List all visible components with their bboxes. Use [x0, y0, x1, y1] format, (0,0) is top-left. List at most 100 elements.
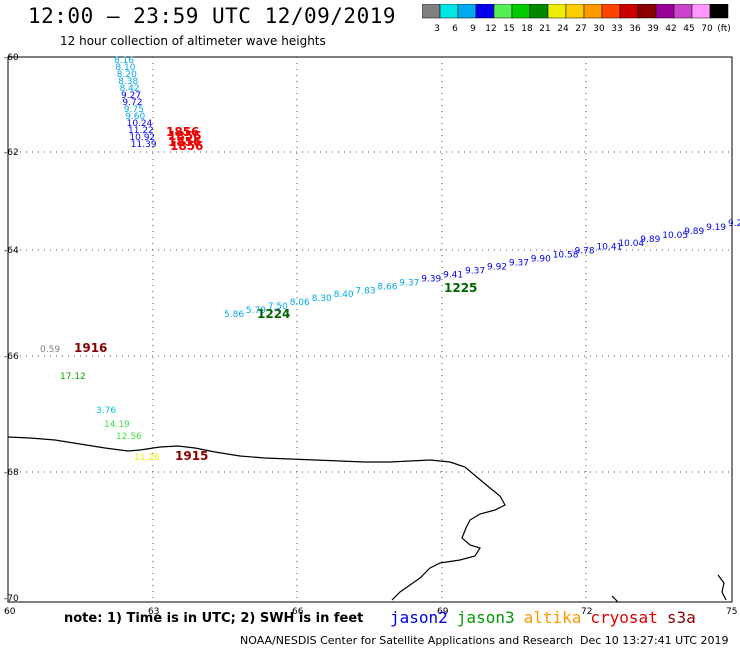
wave-height-value: 5.86 [224, 310, 244, 320]
colorbar-label: 33 [611, 24, 622, 34]
colorbar-label: 24 [557, 24, 569, 34]
credit-line: NOAA/NESDIS Center for Satellite Applica… [240, 634, 574, 647]
grid [8, 57, 732, 602]
colorbar-label: 21 [539, 24, 550, 34]
wave-value-14.19: 14.19 [104, 420, 130, 430]
wave-height-value: 9.27 [121, 91, 141, 101]
colorbar-label: 18 [521, 24, 533, 34]
colorbar-label: 12 [485, 24, 496, 34]
wave-height-value: 9.89 [640, 235, 660, 245]
colorbar-label: 27 [575, 24, 586, 34]
wave-height-value: 9.75 [124, 105, 144, 115]
wave-height-value: 10.58 [553, 251, 579, 261]
wave-height-value: 9.2 [728, 219, 740, 229]
lon-label-63: 63 [148, 607, 159, 617]
wave-height-value: 8.06 [290, 298, 310, 308]
wave-height-value: 9.37 [465, 267, 485, 277]
lat-label--64: -64 [4, 246, 19, 256]
mission-legend: jason2 jason3 altika cryosat s3a [390, 608, 705, 627]
colorbar-label: 36 [629, 24, 641, 34]
colorbar-label: (ft) [717, 24, 731, 34]
colorbar-label: 45 [683, 24, 694, 34]
colorbar-swatch [709, 4, 729, 19]
mission-cryosat: cryosat [590, 608, 658, 627]
wave-height-value: 5.79 [246, 306, 266, 316]
lat-label--62: -62 [4, 148, 19, 158]
colorbar-label: 30 [593, 24, 605, 34]
wave-height-value: 9.19 [706, 223, 726, 233]
lon-label-75: 75 [726, 607, 737, 617]
colorbar-label: 6 [452, 24, 458, 34]
wave-height-value: 11.22 [128, 126, 154, 136]
wave-height-value: 8.10 [115, 63, 135, 73]
wave-height-value: 11.39 [131, 140, 157, 150]
wave-height-value: 8.30 [312, 294, 332, 304]
lon-label-60: 60 [4, 607, 16, 617]
track-diagonal: 5.86 5.79 7.50 8.06 8.30 8.40 7.83 8.66 9.37 9.39… [224, 219, 740, 320]
track-steep: 8.168.108.208.388.429.279.729.759.6010.2… [114, 56, 157, 150]
wave-height-value: 10.92 [129, 133, 155, 143]
wave-height-value: 7.83 [356, 286, 376, 296]
wave-value-3.76: 3.76 [96, 406, 116, 416]
lon-label-66: 66 [292, 607, 304, 617]
lat-label--68: -68 [4, 468, 19, 478]
colorbar-label: 3 [434, 24, 440, 34]
wave-height-value: 8.66 [377, 282, 397, 292]
mission-jason3: jason3 [456, 608, 515, 627]
wave-height-value: 10.41 [597, 243, 623, 253]
wave-height-value: 8.16 [114, 56, 134, 66]
lon-label-69: 69 [437, 607, 449, 617]
time-label-1856-b: 1856 [168, 129, 201, 143]
time-label-1856-d: 1856 [170, 139, 203, 153]
wave-height-value: 9.92 [487, 263, 507, 273]
lon-label-72: 72 [581, 607, 592, 617]
wave-height-value: 8.20 [117, 70, 137, 80]
wave-height-value: 9.90 [531, 255, 551, 265]
time-label-1915: 1915 [175, 449, 208, 463]
colorbar-label: 42 [665, 24, 676, 34]
wave-height-value: 8.40 [334, 290, 354, 300]
wave-height-value: 9.39 [421, 274, 441, 284]
wave-height-value: 9.78 [575, 247, 595, 257]
wave-height-value: 9.37 [509, 259, 529, 269]
wave-height-colorbar: 3 6 9 12 15 18 21 24 27 30 33 36 39 42 45 70 (ft) [422, 4, 731, 34]
time-label-1856-a: 1856 [166, 125, 199, 139]
wave-value-0.59: 0.59 [40, 345, 60, 355]
lat-label--66: -66 [4, 352, 19, 362]
wave-height-value: 8.42 [120, 84, 140, 94]
lat-label--70: -70 [4, 594, 19, 604]
wave-height-value: 7.50 [268, 302, 288, 312]
antarctic-coastline [7, 436, 506, 601]
wave-value-11.26: 11.26 [134, 453, 160, 463]
wave-value-12.56: 12.56 [116, 432, 142, 442]
lat-label--60: -60 [4, 53, 19, 63]
mission-s3a: s3a [666, 608, 696, 627]
coastline-fragment [717, 574, 727, 601]
wave-height-value: 9.72 [122, 98, 142, 108]
wave-height-value: 10.24 [127, 119, 153, 129]
time-label-1916: 1916 [74, 341, 107, 355]
wave-height-value: 10.05 [662, 231, 688, 241]
colorbar-label: 39 [647, 24, 659, 34]
map-title: 12:00 – 23:59 UTC 12/09/2019 [28, 4, 397, 28]
colorbar-label: 9 [470, 24, 476, 34]
time-label-1225: 1225 [444, 281, 477, 295]
map-frame [7, 56, 733, 603]
coastline-fragment-2 [611, 595, 619, 603]
wave-height-value: 9.89 [684, 227, 704, 237]
wave-height-value: 8.38 [118, 77, 138, 87]
map-subtitle: 12 hour collection of altimeter wave hei… [60, 34, 326, 48]
wave-height-value: 9.60 [125, 112, 145, 122]
time-label-1856-c: 1856 [168, 135, 201, 149]
wave-value-17.12: 17.12 [60, 372, 86, 382]
wave-height-value: 9.41 [443, 270, 463, 280]
colorbar-label: 15 [503, 24, 514, 34]
mission-jason2: jason2 [390, 608, 448, 627]
colorbar-label: 70 [701, 24, 713, 34]
footer-note: note: 1) Time is in UTC; 2) SWH is in fe… [64, 611, 364, 626]
generated-timestamp: Dec 10 13:27:41 UTC 2019 [580, 634, 729, 647]
wave-height-value: 9.37 [399, 278, 419, 288]
mission-altika: altika [523, 608, 582, 627]
time-label-1224: 1224 [257, 307, 290, 321]
